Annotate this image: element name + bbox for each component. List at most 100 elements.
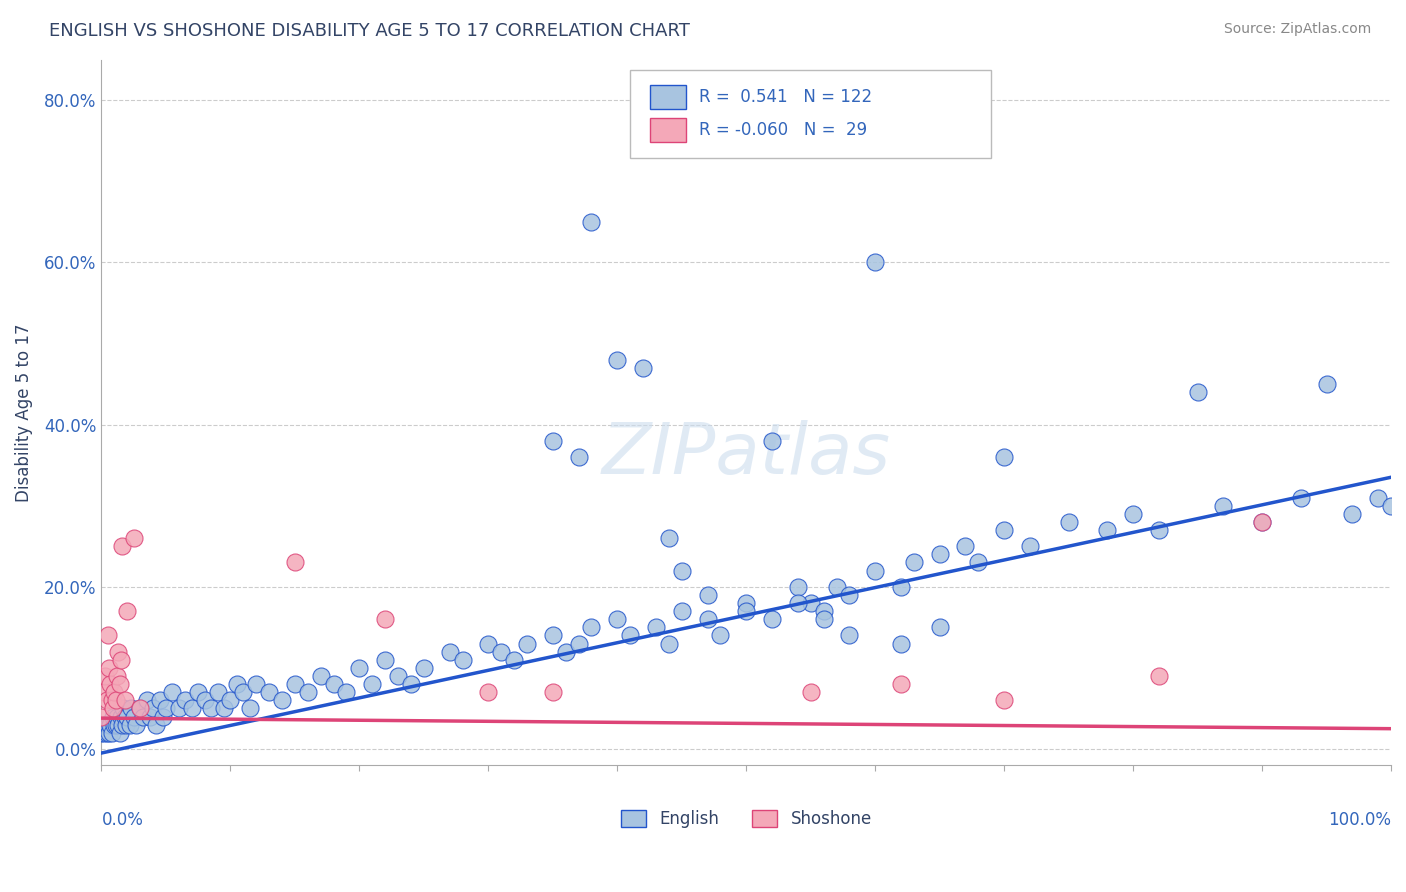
Point — [104, 717, 127, 731]
Point — [735, 604, 758, 618]
Point — [101, 701, 124, 715]
Point — [322, 677, 344, 691]
Point — [1057, 515, 1080, 529]
Point — [97, 717, 120, 731]
Point — [96, 693, 118, 707]
Point — [1122, 507, 1144, 521]
Point — [477, 636, 499, 650]
Point — [107, 717, 129, 731]
FancyBboxPatch shape — [630, 70, 991, 159]
Point — [696, 588, 718, 602]
Point — [489, 645, 512, 659]
Point — [993, 523, 1015, 537]
Point — [631, 360, 654, 375]
Point — [187, 685, 209, 699]
Point — [115, 717, 138, 731]
Point — [1315, 376, 1337, 391]
Point — [761, 434, 783, 448]
Point — [239, 701, 262, 715]
Point — [838, 588, 860, 602]
Text: R =  0.541   N = 122: R = 0.541 N = 122 — [699, 88, 872, 106]
Point — [439, 645, 461, 659]
Point — [125, 717, 148, 731]
Point — [108, 725, 131, 739]
Point — [412, 661, 434, 675]
Point — [825, 580, 848, 594]
Point — [101, 709, 124, 723]
Point — [516, 636, 538, 650]
Point — [139, 709, 162, 723]
Text: 100.0%: 100.0% — [1329, 811, 1391, 829]
Point — [993, 693, 1015, 707]
Point — [800, 685, 823, 699]
Point — [100, 677, 122, 691]
Point — [100, 717, 122, 731]
Point — [761, 612, 783, 626]
Point — [180, 701, 202, 715]
Point — [1147, 523, 1170, 537]
Point — [129, 701, 152, 715]
Point — [114, 693, 136, 707]
Point — [1379, 499, 1402, 513]
Point — [114, 709, 136, 723]
Point — [110, 653, 132, 667]
Point — [568, 636, 591, 650]
Point — [967, 556, 990, 570]
Point — [101, 693, 124, 707]
Bar — [650, 118, 686, 142]
Legend: English, Shoshone: English, Shoshone — [614, 803, 879, 834]
Point — [890, 580, 912, 594]
Point — [145, 717, 167, 731]
Point — [212, 701, 235, 715]
Point — [111, 539, 134, 553]
Point — [90, 725, 112, 739]
Point — [658, 531, 681, 545]
Point — [110, 709, 132, 723]
Point — [813, 612, 835, 626]
Point — [696, 612, 718, 626]
Point — [104, 693, 127, 707]
Point — [309, 669, 332, 683]
Text: R = -0.060   N =  29: R = -0.060 N = 29 — [699, 121, 866, 139]
Point — [284, 556, 307, 570]
Point — [93, 685, 115, 699]
Point — [207, 685, 229, 699]
Point — [117, 604, 139, 618]
Point — [890, 636, 912, 650]
Text: Source: ZipAtlas.com: Source: ZipAtlas.com — [1223, 22, 1371, 37]
Point — [1187, 385, 1209, 400]
Point — [735, 596, 758, 610]
Point — [90, 709, 112, 723]
Point — [297, 685, 319, 699]
Point — [993, 450, 1015, 464]
Point — [94, 669, 117, 683]
Point — [658, 636, 681, 650]
Point — [284, 677, 307, 691]
Point — [1097, 523, 1119, 537]
Point — [451, 653, 474, 667]
Point — [132, 709, 155, 723]
Point — [103, 717, 125, 731]
Point — [194, 693, 217, 707]
Point — [335, 685, 357, 699]
Point — [1147, 669, 1170, 683]
Point — [1367, 491, 1389, 505]
Point — [105, 709, 128, 723]
Point — [671, 604, 693, 618]
Point — [1341, 507, 1364, 521]
Point — [1251, 515, 1274, 529]
Point — [581, 620, 603, 634]
Point — [96, 725, 118, 739]
Point — [838, 628, 860, 642]
Point — [361, 677, 384, 691]
Point — [928, 547, 950, 561]
Point — [120, 701, 142, 715]
Y-axis label: Disability Age 5 to 17: Disability Age 5 to 17 — [15, 323, 32, 501]
Point — [671, 564, 693, 578]
Point — [122, 531, 145, 545]
Point — [786, 596, 808, 610]
Point — [955, 539, 977, 553]
Bar — [650, 85, 686, 109]
Point — [619, 628, 641, 642]
Point — [108, 677, 131, 691]
